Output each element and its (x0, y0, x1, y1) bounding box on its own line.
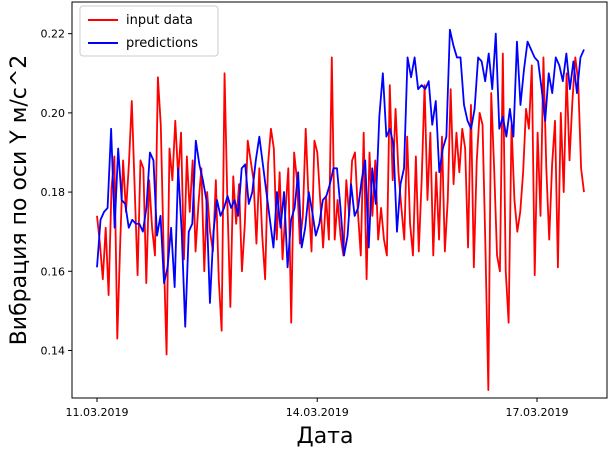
x-tick-label: 14.03.2019 (286, 406, 349, 419)
y-axis-title: Вибрация по оси Y м/с^2 (7, 55, 32, 346)
x-tick-label: 11.03.2019 (66, 406, 129, 419)
y-tick-label: 0.14 (41, 344, 66, 357)
legend: input data predictions (79, 5, 219, 57)
y-axis-ticks: 0.14 0.16 0.18 0.20 0.22 (41, 28, 72, 357)
series-layer (96, 28, 585, 391)
series-line-predictions (96, 28, 585, 328)
legend-label-predictions: predictions (126, 36, 198, 51)
x-tick-label: 17.03.2019 (506, 406, 569, 419)
legend-label-input-data: input data (126, 13, 193, 28)
x-axis-ticks: 11.03.2019 14.03.2019 17.03.2019 (66, 398, 569, 419)
y-tick-label: 0.22 (41, 28, 66, 41)
y-tick-label: 0.20 (41, 107, 66, 120)
y-tick-label: 0.16 (41, 265, 66, 278)
x-axis-title: Дата (297, 424, 354, 449)
y-tick-label: 0.18 (41, 186, 66, 199)
